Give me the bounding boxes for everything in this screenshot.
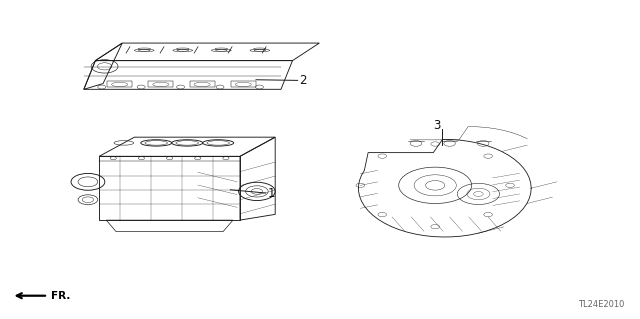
- Text: FR.: FR.: [51, 291, 70, 301]
- Text: 1: 1: [268, 187, 275, 200]
- Text: TL24E2010: TL24E2010: [578, 300, 624, 309]
- Text: 3: 3: [433, 119, 440, 131]
- Text: 2: 2: [300, 74, 307, 87]
